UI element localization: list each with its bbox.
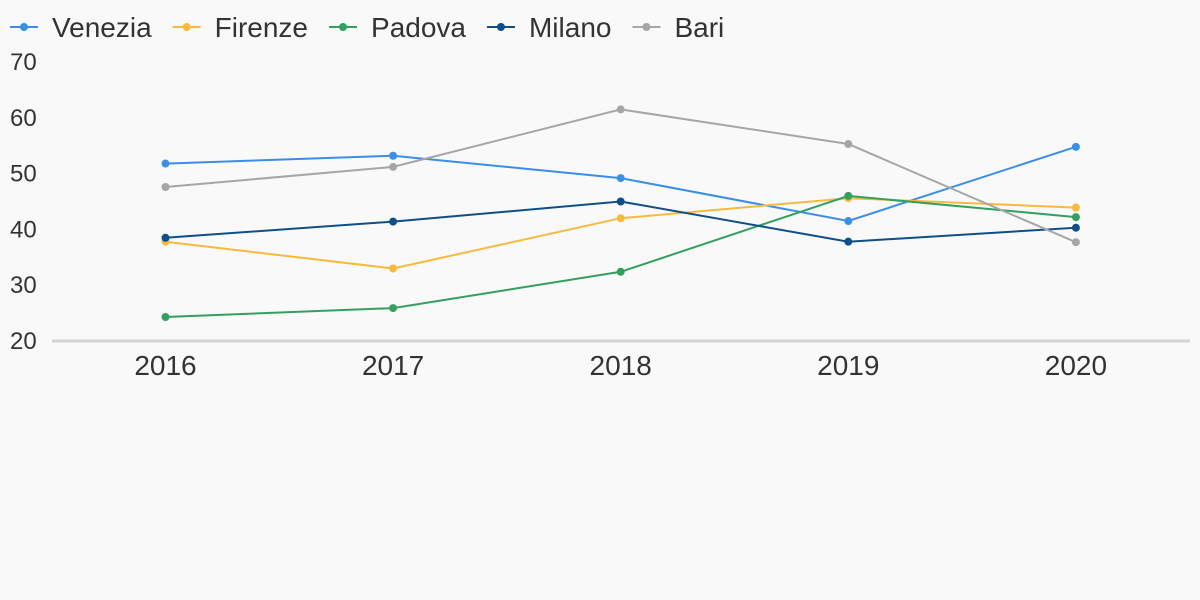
x-axis: 2016 2017 2018 2019 2020 [52, 339, 1190, 381]
y-tick-label: 70 [10, 49, 37, 76]
legend-label: Firenze [215, 12, 308, 43]
data-point [389, 217, 398, 226]
data-point [161, 233, 170, 242]
legend-swatch-dot [182, 23, 191, 31]
legend-swatch-dot [339, 23, 348, 31]
data-point [616, 214, 625, 223]
data-point [1071, 238, 1080, 247]
legend-item-firenze: Firenze [172, 12, 308, 43]
series-line [165, 197, 1076, 270]
data-point [844, 191, 853, 200]
x-tick-label: 2020 [1045, 350, 1107, 381]
data-point [1071, 223, 1080, 232]
data-point [389, 162, 398, 171]
legend: Venezia Firenze Padova Milano Bari [10, 12, 724, 43]
x-tick-label: 2019 [817, 350, 879, 381]
x-tick-label: 2016 [134, 350, 196, 381]
legend-label: Venezia [52, 12, 152, 43]
data-point [616, 105, 625, 114]
data-point [389, 304, 398, 313]
legend-item-milano: Milano [486, 12, 611, 43]
y-tick-label: 20 [10, 328, 37, 355]
data-point [616, 174, 625, 183]
legend-item-padova: Padova [329, 12, 466, 43]
series-layer [161, 105, 1080, 322]
legend-label: Bari [674, 12, 724, 43]
data-point [844, 217, 853, 226]
data-point [844, 140, 853, 149]
y-axis: 20 30 40 50 60 70 [10, 49, 37, 355]
legend-swatch-dot [642, 23, 651, 31]
legend-label: Padova [371, 12, 466, 43]
series-bari [161, 105, 1080, 247]
legend-swatch-dot [496, 23, 505, 31]
y-tick-label: 60 [10, 105, 37, 132]
y-tick-label: 50 [10, 161, 37, 188]
data-point [161, 313, 170, 322]
legend-item-bari: Bari [632, 12, 724, 43]
series-milano [161, 197, 1080, 246]
legend-label: Milano [529, 12, 611, 43]
x-tick-label: 2017 [362, 350, 424, 381]
series-venezia [161, 142, 1080, 226]
data-point [1071, 142, 1080, 151]
data-point [844, 237, 853, 246]
y-tick-label: 30 [10, 272, 37, 299]
data-point [1071, 213, 1080, 222]
series-padova [161, 191, 1080, 322]
series-firenze [161, 194, 1080, 273]
legend-item-venezia: Venezia [10, 12, 152, 43]
data-point [389, 264, 398, 273]
series-line [165, 194, 1076, 318]
data-point [616, 197, 625, 206]
data-point [161, 182, 170, 191]
legend-swatch-dot [20, 23, 28, 31]
data-point [161, 159, 170, 168]
data-point [389, 151, 398, 160]
y-tick-label: 40 [10, 216, 37, 243]
data-point [1071, 203, 1080, 212]
data-point [616, 267, 625, 276]
x-tick-label: 2018 [590, 350, 652, 381]
